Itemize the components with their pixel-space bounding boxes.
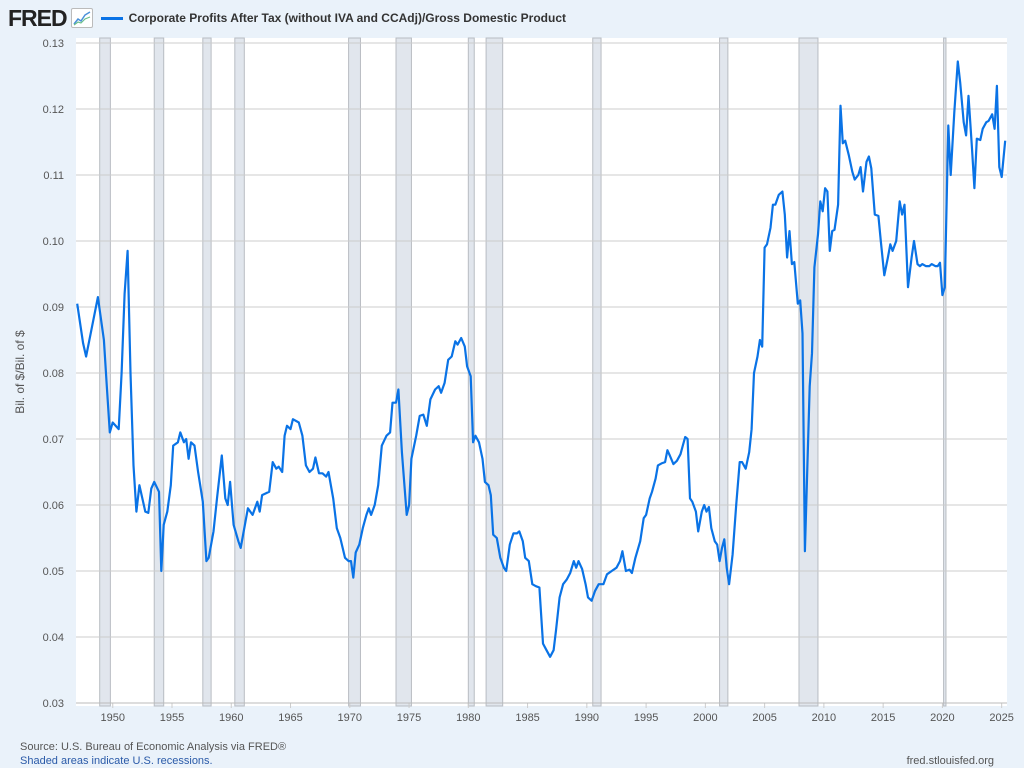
y-tick-label: 0.04 bbox=[43, 632, 64, 644]
y-tick-label: 0.08 bbox=[43, 368, 64, 380]
recession-band bbox=[592, 37, 602, 707]
y-tick-label: 0.11 bbox=[43, 170, 64, 182]
x-tick-label: 1960 bbox=[219, 712, 243, 724]
site-link[interactable]: fred.stlouisfed.org bbox=[906, 755, 994, 767]
y-tick-label: 0.05 bbox=[43, 566, 64, 578]
x-tick-label: 1985 bbox=[515, 712, 539, 724]
x-tick-label: 2020 bbox=[930, 712, 954, 724]
x-tick-label: 1980 bbox=[456, 712, 480, 724]
x-tick-label: 2015 bbox=[871, 712, 895, 724]
recession-band bbox=[798, 37, 819, 707]
y-tick-label: 0.13 bbox=[43, 38, 64, 50]
recession-band bbox=[348, 37, 361, 707]
recession-band bbox=[202, 37, 212, 707]
recession-band bbox=[99, 37, 111, 707]
chart-line-icon bbox=[70, 8, 93, 28]
x-tick-label: 1990 bbox=[575, 712, 599, 724]
recession-band bbox=[234, 37, 245, 707]
plot-area bbox=[76, 38, 1007, 706]
y-tick-label: 0.10 bbox=[43, 236, 64, 248]
chart-header: FRED Corporate Profits After Tax (withou… bbox=[8, 4, 566, 31]
x-tick-label: 1965 bbox=[278, 712, 302, 724]
x-tick-label: 1975 bbox=[397, 712, 421, 724]
x-tick-label: 1955 bbox=[160, 712, 184, 724]
x-tick-label: 2010 bbox=[812, 712, 836, 724]
y-tick-label: 0.03 bbox=[43, 698, 64, 710]
recession-band bbox=[719, 37, 729, 707]
y-tick-label: 0.12 bbox=[43, 104, 64, 116]
y-tick-label: 0.06 bbox=[43, 500, 64, 512]
series-line bbox=[76, 60, 1007, 658]
x-tick-label: 2000 bbox=[693, 712, 717, 724]
legend-label[interactable]: Corporate Profits After Tax (without IVA… bbox=[128, 11, 566, 25]
x-tick-label: 1970 bbox=[338, 712, 362, 724]
x-tick-label: 1995 bbox=[634, 712, 658, 724]
recession-band bbox=[467, 37, 475, 707]
y-tick-label: 0.07 bbox=[43, 434, 64, 446]
x-tick-label: 2005 bbox=[752, 712, 776, 724]
source-note: Source: U.S. Bureau of Economic Analysis… bbox=[20, 741, 287, 753]
recession-band bbox=[395, 37, 412, 707]
recession-band bbox=[943, 37, 947, 707]
x-tick-label: 2025 bbox=[989, 712, 1013, 724]
y-tick-label: 0.09 bbox=[43, 302, 64, 314]
recession-band bbox=[485, 37, 504, 707]
recession-band bbox=[153, 37, 165, 707]
recession-note-link[interactable]: Shaded areas indicate U.S. recessions. bbox=[20, 755, 213, 767]
fred-logo[interactable]: FRED bbox=[8, 4, 68, 31]
x-tick-label: 1950 bbox=[101, 712, 125, 724]
legend-swatch bbox=[100, 16, 123, 20]
y-axis-label: Bil. of $/Bil. of $ bbox=[13, 330, 27, 414]
